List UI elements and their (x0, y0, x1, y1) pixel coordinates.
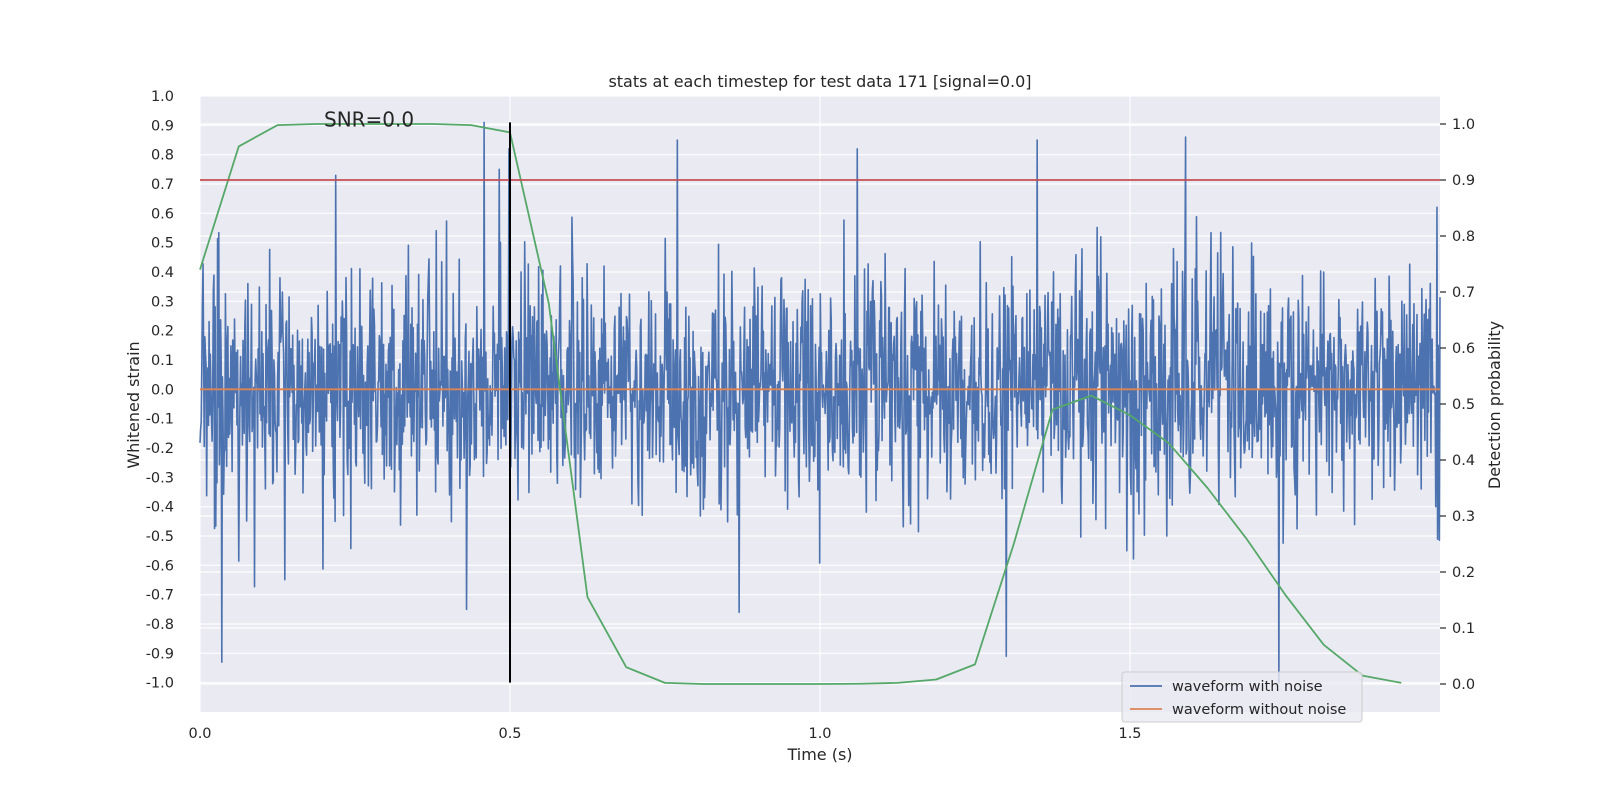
y-tick-label: 0.3 (151, 294, 174, 310)
y-tick-label: -0.9 (146, 646, 174, 662)
y-tick-label: 0.0 (151, 382, 174, 398)
series-layer (199, 121, 1441, 685)
y-tick-label: -0.4 (146, 500, 174, 516)
detection-probability-line (199, 123, 1402, 685)
legend: waveform with noise waveform without nois… (1121, 671, 1363, 723)
waveform-with-noise-line (199, 121, 1441, 684)
legend-entry-label: waveform without noise (1172, 702, 1346, 718)
ticks-layer: 0.0 0.5 1.0 1.5 1.0 0.9 0.8 0.7 0.6 0.5 0.4 0.3 0.2 0… (146, 89, 1475, 742)
y2-tick-label: 0.9 (1452, 173, 1475, 189)
y2-tick-label: 0.8 (1452, 229, 1475, 245)
y-tick-label: -0.2 (146, 441, 174, 457)
y2-tick-label: 0.3 (1452, 509, 1475, 525)
y-tick-label: -0.8 (146, 617, 174, 633)
y2-tick-label: 0.6 (1452, 341, 1475, 357)
y2-tick-label: 0.7 (1452, 285, 1475, 301)
y-tick-label: 0.8 (151, 148, 174, 164)
chart-title: stats at each timestep for test data 171… (608, 72, 1031, 91)
y-tick-label: -1.0 (146, 676, 174, 692)
legend-box (1121, 671, 1363, 723)
legend-entry-label: waveform with noise (1172, 679, 1323, 695)
y-tick-label: 0.1 (151, 353, 174, 369)
x-tick-label: 0.0 (188, 726, 211, 742)
x-axis-label: Time (s) (786, 745, 852, 764)
y2-tick-label: 0.0 (1452, 677, 1475, 693)
y2-tick-label: 0.5 (1452, 397, 1475, 413)
x-tick-label: 1.5 (1118, 726, 1141, 742)
y-axis-label: Whitened strain (124, 341, 143, 468)
y-tick-label: 0.2 (151, 324, 174, 340)
x-tick-label: 1.0 (808, 726, 831, 742)
snr-annotation: SNR=0.0 (324, 107, 414, 131)
y-tick-label: 0.6 (151, 206, 174, 222)
y-tick-label: 0.7 (151, 177, 174, 193)
y-tick-label: -0.6 (146, 558, 174, 574)
y-tick-label: -0.5 (146, 529, 174, 545)
y-tick-label: 1.0 (151, 89, 174, 105)
y-tick-label: -0.1 (146, 412, 174, 428)
y2-tick-label: 0.2 (1452, 565, 1475, 581)
y-tick-label: 0.5 (151, 236, 174, 252)
x-tick-label: 0.5 (498, 726, 521, 742)
y-tick-label: 0.9 (151, 118, 174, 134)
y-tick-label: -0.3 (146, 470, 174, 486)
y2-tick-label: 0.4 (1452, 453, 1475, 469)
y-tick-label: -0.7 (146, 588, 174, 604)
y2-axis-label: Detection probability (1485, 321, 1504, 489)
y2-tick-label: 0.1 (1452, 621, 1475, 637)
y2-tick-label: 1.0 (1452, 117, 1475, 133)
y-tick-label: 0.4 (151, 265, 174, 281)
